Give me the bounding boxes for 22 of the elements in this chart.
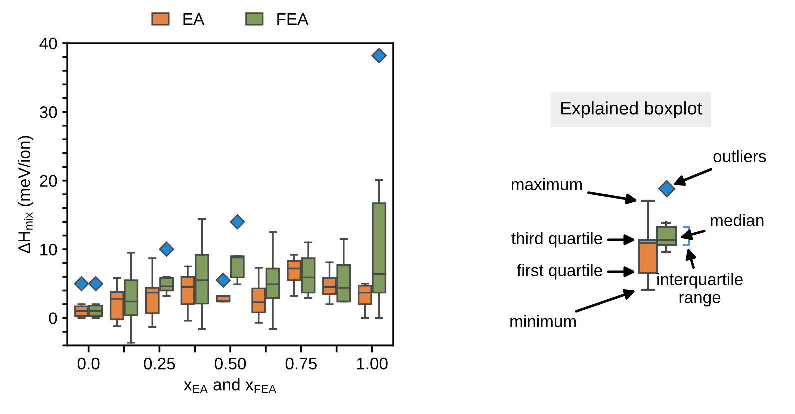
text: third quartile bbox=[512, 232, 602, 248]
y-axis-title: ΔH$_{mix}$ (meV/ion) bbox=[18, 136, 34, 254]
y-tick-label: 30 bbox=[40, 106, 58, 118]
legend-label: EA bbox=[184, 14, 205, 26]
y-tick-label: 40 bbox=[40, 38, 58, 50]
x-tick-label: 1.00 bbox=[357, 358, 388, 370]
legend-label: FEA bbox=[278, 14, 309, 26]
text: maximum bbox=[512, 178, 582, 190]
text: minimum bbox=[510, 315, 576, 328]
x-tick-label: 0.0 bbox=[78, 358, 100, 370]
x-tick-label: 0.25 bbox=[144, 358, 176, 370]
text: median bbox=[711, 214, 764, 226]
text: interquartile range bbox=[658, 273, 743, 307]
y-tick-label: 0 bbox=[49, 312, 58, 324]
text: first quartile bbox=[517, 264, 602, 280]
x-tick-label: 0.75 bbox=[286, 358, 317, 370]
y-tick-label: 10 bbox=[40, 244, 58, 256]
x-axis-title: x$_{EA}$ and x$_{FEA}$ bbox=[184, 378, 277, 394]
y-tick-label: 20 bbox=[40, 175, 58, 188]
text: Explained boxplot bbox=[561, 102, 702, 118]
x-tick-label: 0.50 bbox=[214, 358, 246, 370]
text: outliers bbox=[714, 150, 766, 162]
